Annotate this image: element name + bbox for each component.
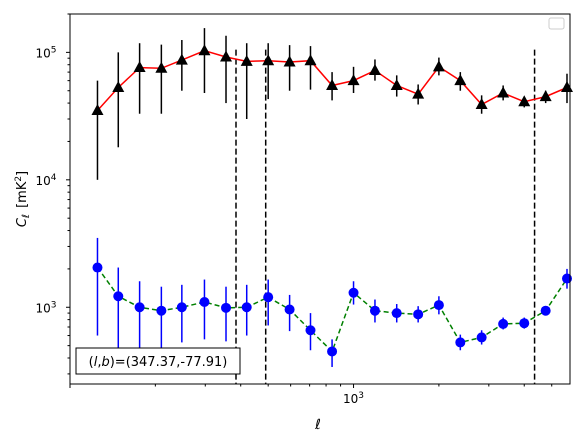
data-point-circle <box>369 305 380 316</box>
data-point-triangle <box>475 97 488 109</box>
data-point-circle <box>519 318 530 329</box>
data-point-circle <box>327 346 338 357</box>
y-axis-label: Cℓ[mK2] <box>14 171 32 227</box>
data-point-circle <box>540 305 551 316</box>
data-point-circle <box>284 304 295 315</box>
data-point-circle <box>391 308 402 319</box>
data-point-circle <box>348 287 359 298</box>
data-point-triangle <box>518 95 531 107</box>
data-point-circle <box>305 325 316 336</box>
data-point-triangle <box>240 54 253 66</box>
x-axis-label: ℓ <box>314 417 321 433</box>
legend-box <box>548 17 565 30</box>
data-point-triangle <box>347 74 360 86</box>
data-point-circle <box>221 302 232 313</box>
series-line-lower <box>96 267 568 353</box>
data-point-circle <box>413 309 424 320</box>
data-point-circle <box>176 302 187 313</box>
y-tick-label: 105 <box>35 45 56 60</box>
plot-area <box>91 28 573 384</box>
data-point-triangle <box>304 54 317 66</box>
data-point-triangle <box>283 55 296 67</box>
data-point-triangle <box>454 74 467 86</box>
data-point-triangle <box>198 44 211 56</box>
data-point-circle <box>241 302 252 313</box>
data-point-triangle <box>560 81 573 93</box>
data-point-triangle <box>175 53 188 65</box>
data-point-triangle <box>133 61 146 73</box>
y-tick-label: 103 <box>35 300 56 315</box>
data-point-triangle <box>432 60 445 72</box>
data-point-triangle <box>112 81 125 93</box>
data-point-circle <box>263 292 274 303</box>
data-point-circle <box>113 291 124 302</box>
data-point-triangle <box>539 90 552 102</box>
data-point-triangle <box>220 50 233 62</box>
data-point-circle <box>476 332 487 343</box>
y-tick-label: 104 <box>35 173 56 188</box>
data-point-circle <box>92 262 103 273</box>
data-point-circle <box>134 302 145 313</box>
data-point-circle <box>498 318 509 329</box>
data-point-triangle <box>497 86 510 98</box>
annotation-box: (l,b)=(347.37,-77.91) <box>75 347 241 375</box>
data-point-triangle <box>326 78 339 90</box>
data-point-triangle <box>262 54 275 66</box>
data-point-triangle <box>155 61 168 73</box>
annotation-text: (l,b)=(347.37,-77.91) <box>89 355 228 370</box>
data-point-circle <box>433 300 444 311</box>
data-point-circle <box>455 337 466 348</box>
data-point-triangle <box>390 78 403 90</box>
data-point-circle <box>561 273 572 284</box>
axis-ticks: 103 103 104 105 <box>35 13 553 406</box>
data-point-triangle <box>368 64 381 76</box>
plot-frame <box>69 13 571 385</box>
data-point-circle <box>156 305 167 316</box>
data-point-triangle <box>412 87 425 99</box>
data-point-circle <box>199 296 210 307</box>
x-tick-label: 103 <box>343 391 364 406</box>
data-point-triangle <box>91 103 104 115</box>
